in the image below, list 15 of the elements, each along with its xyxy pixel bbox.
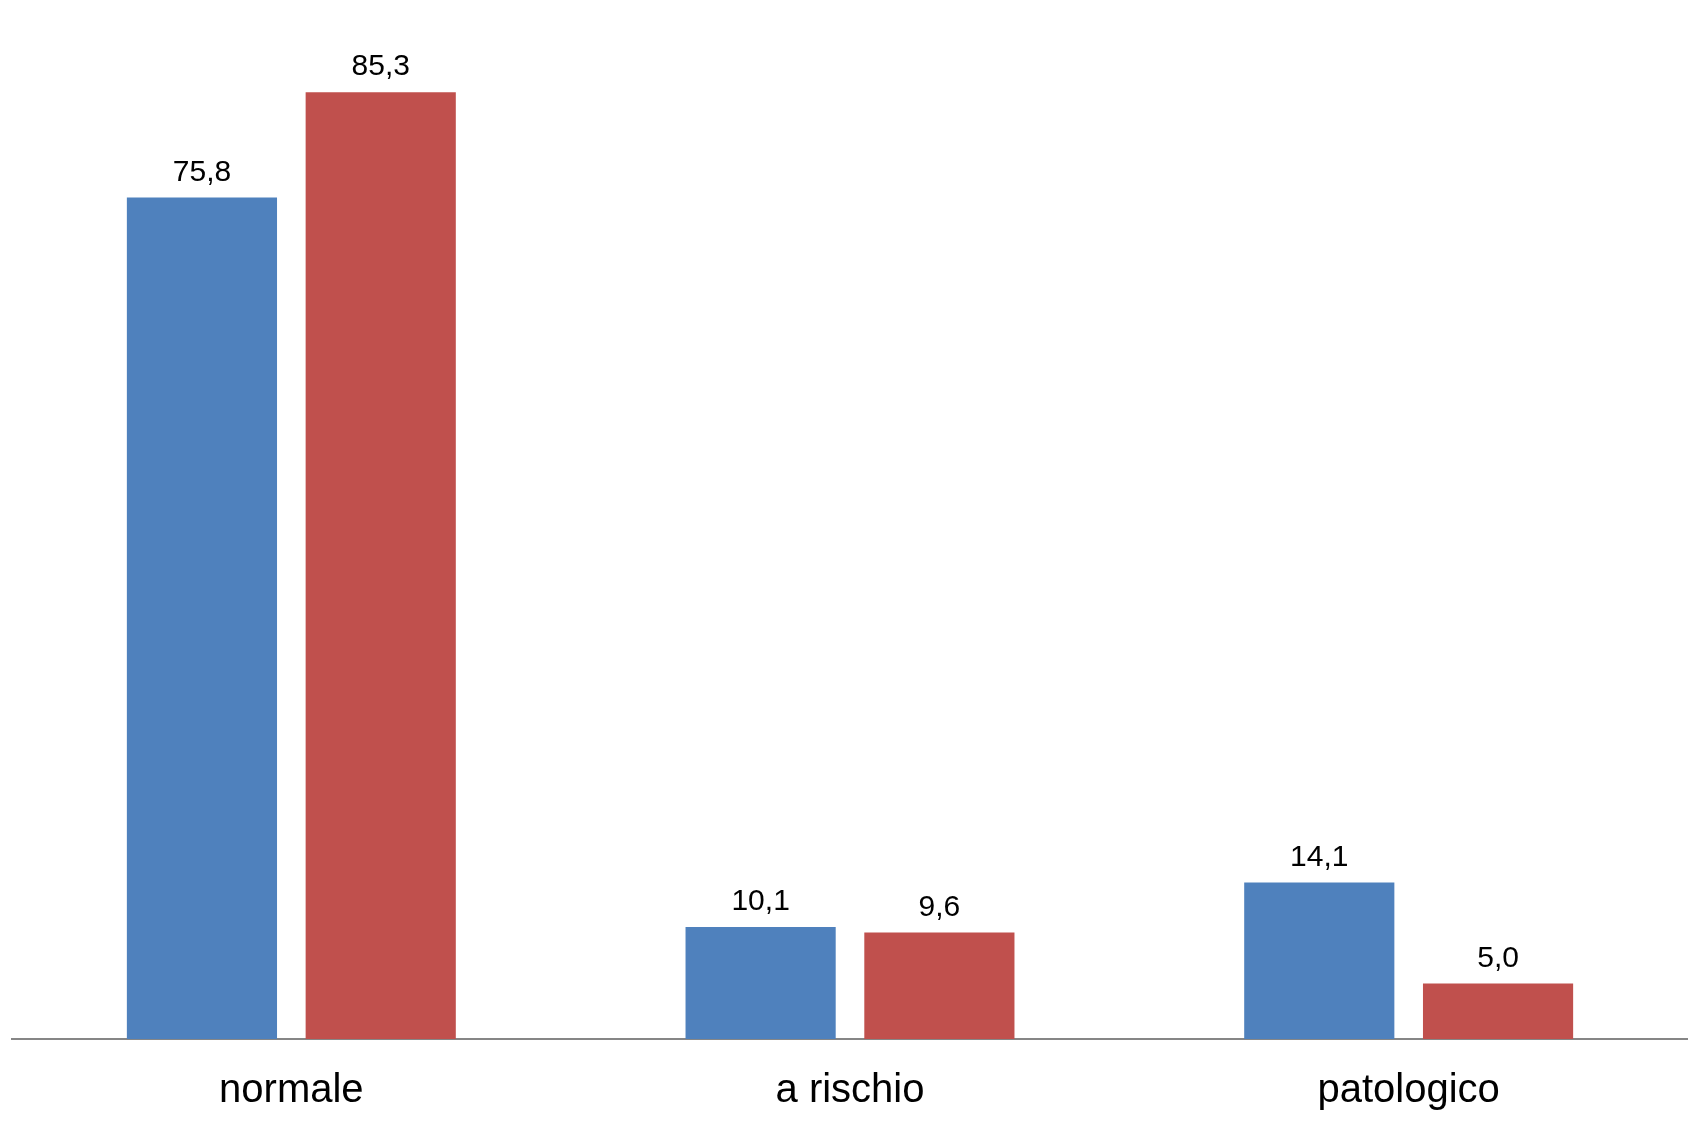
x-tick-label: a rischio (775, 1066, 925, 1111)
data-label: 14,1 (1290, 838, 1349, 872)
bar (1422, 983, 1574, 1039)
bar (305, 92, 456, 1039)
data-label: 5,0 (1477, 939, 1519, 973)
data-label: 9,6 (918, 888, 961, 922)
data-label: 75,8 (172, 153, 232, 187)
bar (1244, 882, 1395, 1039)
bar (126, 197, 278, 1039)
data-label: 10,1 (731, 883, 790, 917)
x-tick-label: patologico (1317, 1066, 1500, 1111)
data-label: 85,3 (351, 48, 410, 82)
bar (864, 932, 1015, 1039)
x-tick-label: normale (219, 1066, 364, 1111)
bar (685, 926, 836, 1039)
